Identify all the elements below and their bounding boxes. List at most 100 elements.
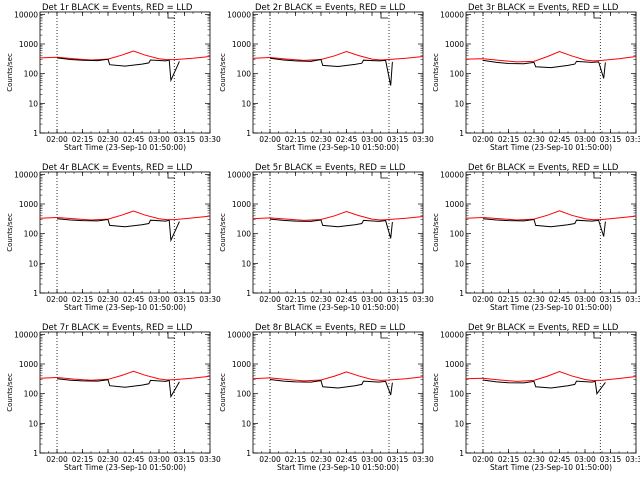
panel-title: Det 3r BLACK = Events, RED = LLD xyxy=(468,3,619,13)
series-line-lld xyxy=(39,210,211,221)
y-axis-label: Counts/sec xyxy=(6,213,14,252)
x-axis-label: Start Time (23-Sep-10 01:50:00) xyxy=(64,143,186,152)
top-marker xyxy=(380,172,388,179)
x-tick-label: 03:30 xyxy=(199,295,221,304)
plot-frame xyxy=(39,171,211,294)
panel-title: Det 1r BLACK = Events, RED = LLD xyxy=(42,3,193,13)
x-tick-label: 02:15 xyxy=(285,455,307,464)
y-tick-label: 10000 xyxy=(440,170,464,179)
series-line-lld xyxy=(252,210,424,221)
x-tick-label: 02:15 xyxy=(498,135,520,144)
series-line-lld xyxy=(39,50,211,61)
y-tick-label: 1000 xyxy=(19,360,38,369)
x-tick-label: 02:45 xyxy=(336,295,358,304)
y-tick-label: 10000 xyxy=(14,10,38,19)
plot-frame xyxy=(465,331,637,454)
panel-title: Det 6r BLACK = Events, RED = LLD xyxy=(468,163,619,173)
y-tick-label: 10 xyxy=(241,99,251,108)
x-tick-label: 03:30 xyxy=(199,455,221,464)
x-tick-label: 03:15 xyxy=(387,295,409,304)
plot-frame xyxy=(465,11,637,134)
x-tick-label: 02:30 xyxy=(523,295,545,304)
panel-det-1: Det 1r BLACK = Events, RED = LLD 1 10 100 10… xyxy=(6,3,221,152)
y-axis-label: Counts/sec xyxy=(219,373,227,412)
y-tick-label: 10 xyxy=(454,99,464,108)
y-tick-label: 1 xyxy=(246,129,251,138)
x-tick-label: 02:15 xyxy=(498,455,520,464)
x-tick-label: 02:30 xyxy=(97,135,119,144)
x-tick-label: 02:45 xyxy=(123,295,145,304)
y-tick-label: 100 xyxy=(237,230,252,239)
x-tick-label: 03:15 xyxy=(174,135,196,144)
y-axis-label: Counts/sec xyxy=(432,213,440,252)
y-tick-label: 10000 xyxy=(440,330,464,339)
x-tick-label: 02:30 xyxy=(523,455,545,464)
y-tick-label: 1 xyxy=(33,289,38,298)
x-tick-label: 02:00 xyxy=(46,455,68,464)
x-tick-label: 02:00 xyxy=(259,455,281,464)
series-line-events xyxy=(482,379,606,395)
series-line-lld xyxy=(252,50,424,61)
y-tick-label: 1 xyxy=(459,449,464,458)
x-tick-label: 02:15 xyxy=(72,295,94,304)
panel-title: Det 4r BLACK = Events, RED = LLD xyxy=(42,163,193,173)
y-tick-label: 1 xyxy=(33,129,38,138)
x-tick-label: 02:00 xyxy=(472,295,494,304)
plot-frame xyxy=(252,171,424,294)
x-tick-label: 03:15 xyxy=(600,455,622,464)
x-tick-label: 02:00 xyxy=(472,135,494,144)
plot-frame xyxy=(252,11,424,134)
panel-title: Det 9r BLACK = Events, RED = LLD xyxy=(468,323,619,333)
panel-title: Det 7r BLACK = Events, RED = LLD xyxy=(42,323,193,333)
series-line-events xyxy=(482,218,606,237)
top-marker xyxy=(593,332,601,339)
x-tick-label: 03:15 xyxy=(387,135,409,144)
x-tick-label: 03:15 xyxy=(174,295,196,304)
series-line-lld xyxy=(465,210,637,221)
y-tick-label: 1 xyxy=(246,449,251,458)
x-tick-label: 02:30 xyxy=(310,135,332,144)
x-tick-label: 03:00 xyxy=(574,455,596,464)
x-axis-label: Start Time (23-Sep-10 01:50:00) xyxy=(64,463,186,472)
y-tick-label: 10000 xyxy=(227,10,251,19)
x-tick-label: 02:30 xyxy=(97,295,119,304)
x-tick-label: 02:30 xyxy=(310,455,332,464)
x-tick-label: 02:45 xyxy=(549,295,571,304)
y-tick-label: 1 xyxy=(246,289,251,298)
panel-title: Det 2r BLACK = Events, RED = LLD xyxy=(255,3,406,13)
x-tick-label: 03:15 xyxy=(600,135,622,144)
x-tick-label: 02:15 xyxy=(285,295,307,304)
y-tick-label: 10 xyxy=(454,259,464,268)
x-tick-label: 02:15 xyxy=(285,135,307,144)
plot-frame xyxy=(39,11,211,134)
y-tick-label: 10 xyxy=(454,419,464,428)
panel-det-3: Det 3r BLACK = Events, RED = LLD 1 10 100 10… xyxy=(432,3,640,152)
y-tick-label: 100 xyxy=(237,70,252,79)
x-tick-label: 02:45 xyxy=(123,455,145,464)
y-tick-label: 10000 xyxy=(440,10,464,19)
top-marker xyxy=(593,12,601,19)
top-marker xyxy=(593,172,601,179)
y-tick-label: 10000 xyxy=(14,170,38,179)
x-axis-label: Start Time (23-Sep-10 01:50:00) xyxy=(490,143,612,152)
y-tick-label: 1000 xyxy=(445,40,464,49)
x-tick-label: 02:15 xyxy=(72,455,94,464)
y-tick-label: 1000 xyxy=(445,360,464,369)
x-tick-label: 02:00 xyxy=(46,135,68,144)
panel-det-2: Det 2r BLACK = Events, RED = LLD 1 10 100 10… xyxy=(219,3,434,152)
x-tick-label: 03:15 xyxy=(174,455,196,464)
panel-det-6: Det 6r BLACK = Events, RED = LLD 1 10 100 10… xyxy=(432,163,640,312)
x-axis-label: Start Time (23-Sep-10 01:50:00) xyxy=(490,303,612,312)
series-line-events xyxy=(269,57,393,86)
x-axis-label: Start Time (23-Sep-10 01:50:00) xyxy=(490,463,612,472)
y-tick-label: 1 xyxy=(459,129,464,138)
top-marker xyxy=(380,332,388,339)
top-marker xyxy=(380,12,388,19)
x-tick-label: 03:00 xyxy=(574,135,596,144)
x-tick-label: 02:00 xyxy=(46,295,68,304)
x-tick-label: 03:00 xyxy=(148,135,170,144)
x-tick-label: 03:00 xyxy=(148,295,170,304)
plot-frame xyxy=(465,171,637,294)
y-tick-label: 1000 xyxy=(19,200,38,209)
